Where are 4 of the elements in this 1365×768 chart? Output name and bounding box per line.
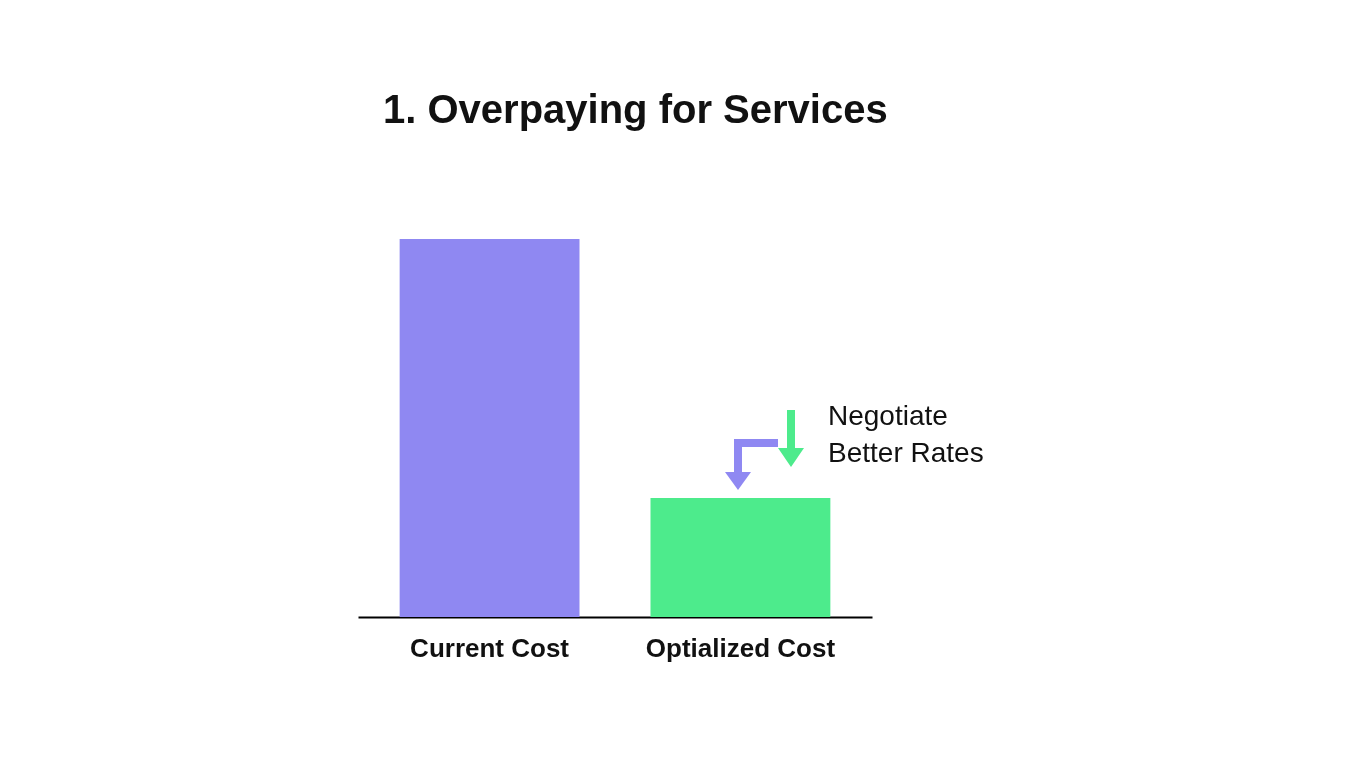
chart-title: 1. Overpaying for Services <box>383 87 888 131</box>
x-tick-label: Optialized Cost <box>645 632 836 663</box>
annotation: Negotiate Better Rates <box>828 400 984 468</box>
x-tick-label: Current Cost <box>410 632 570 663</box>
